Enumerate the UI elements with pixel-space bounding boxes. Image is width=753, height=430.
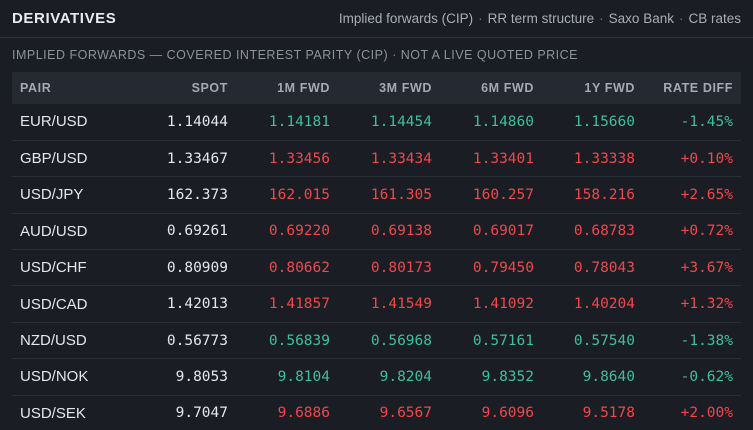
spot-cell: 1.14044 — [166, 113, 228, 130]
table-row[interactable]: USD/NOK 9.8053 9.8104 9.8204 9.8352 9.8640 -0.… — [12, 359, 741, 396]
tab-saxo-bank[interactable]: Saxo Bank — [608, 11, 674, 26]
fwd-1y-cell: 0.78043 — [573, 259, 635, 276]
spot-cell: 0.80909 — [166, 259, 228, 276]
fwd-1m-cell: 9.8104 — [277, 368, 330, 385]
pair-cell: AUD/USD — [20, 222, 88, 240]
column-header-spot[interactable]: SPOT — [191, 81, 228, 95]
rate-diff-cell: -0.62% — [680, 368, 733, 385]
tab-implied-forwards[interactable]: Implied forwards (CIP) — [338, 11, 474, 26]
rate-diff-cell: +0.72% — [680, 223, 733, 240]
spot-cell: 162.373 — [166, 186, 228, 203]
fwd-3m-cell: 9.6567 — [379, 405, 432, 422]
fwd-6m-cell: 9.6096 — [481, 405, 534, 422]
fwd-1m-cell: 1.33456 — [268, 150, 330, 167]
fwd-1m-cell: 9.6886 — [277, 405, 330, 422]
table-row[interactable]: USD/CHF 0.80909 0.80662 0.80173 0.79450 0.780… — [12, 250, 741, 286]
fwd-1m-cell: 162.015 — [268, 186, 330, 203]
fwd-6m-cell: 0.69017 — [472, 223, 534, 240]
pair-cell: EUR/USD — [20, 113, 88, 131]
fwd-3m-cell: 1.14454 — [370, 113, 432, 130]
fwd-6m-cell: 1.33401 — [472, 150, 534, 167]
column-header-6m-fwd[interactable]: 6M FWD — [481, 81, 534, 95]
pair-cell: USD/SEK — [20, 404, 86, 422]
fwd-3m-cell: 0.56968 — [370, 332, 432, 349]
fwd-6m-cell: 9.8352 — [481, 368, 534, 385]
table-row[interactable]: EUR/USD 1.14044 1.14181 1.14454 1.14860 1.156… — [12, 104, 741, 141]
fwd-3m-cell: 0.80173 — [370, 259, 432, 276]
rate-diff-cell: -1.45% — [680, 113, 733, 130]
fwd-3m-cell: 0.69138 — [370, 223, 432, 240]
table-row[interactable]: NZD/USD 0.56773 0.56839 0.56968 0.57161 0.575… — [12, 322, 741, 359]
panel-title: DERIVATIVES — [12, 10, 117, 27]
table-header-row: PAIR SPOT 1M FWD 3M FWD 6M FWD 1Y FWD RA… — [12, 72, 741, 104]
fwd-6m-cell: 0.57161 — [472, 332, 534, 349]
fwd-1m-cell: 0.69220 — [268, 223, 330, 240]
forwards-table: PAIR SPOT 1M FWD 3M FWD 6M FWD 1Y FWD RA… — [12, 72, 741, 430]
tab-separator: · — [678, 11, 684, 26]
fwd-1y-cell: 1.33338 — [573, 150, 635, 167]
fwd-1y-cell: 158.216 — [573, 186, 635, 203]
column-header-3m-fwd[interactable]: 3M FWD — [379, 81, 432, 95]
fwd-1y-cell: 1.15660 — [573, 113, 635, 130]
table-row[interactable]: AUD/USD 0.69261 0.69220 0.69138 0.69017 0.687… — [12, 213, 741, 250]
tab-separator: · — [599, 11, 604, 26]
rate-diff-cell: +0.10% — [680, 150, 733, 167]
spot-cell: 1.42013 — [166, 296, 228, 313]
fwd-3m-cell: 9.8204 — [379, 368, 432, 385]
fwd-1m-cell: 0.80662 — [268, 259, 330, 276]
rate-diff-cell: -1.38% — [680, 332, 733, 349]
fwd-1m-cell: 1.14181 — [268, 113, 330, 130]
fwd-3m-cell: 161.305 — [370, 186, 432, 203]
pair-cell: USD/CAD — [20, 295, 88, 313]
fwd-1y-cell: 0.57540 — [573, 332, 635, 349]
pair-cell: NZD/USD — [20, 332, 87, 350]
table-row[interactable]: USD/SEK 9.7047 9.6886 9.6567 9.6096 9.5178 +2.… — [12, 395, 741, 430]
fwd-1m-cell: 1.41857 — [268, 296, 330, 313]
spot-cell: 9.8053 — [175, 368, 228, 385]
column-header-pair[interactable]: PAIR — [20, 81, 52, 95]
spot-cell: 9.7047 — [175, 405, 228, 422]
tab-cb-rates[interactable]: CB rates — [688, 11, 741, 26]
table-subtitle: IMPLIED FORWARDS — COVERED INTEREST PARI… — [12, 48, 579, 62]
fwd-6m-cell: 0.79450 — [472, 259, 534, 276]
fwd-3m-cell: 1.33434 — [370, 150, 432, 167]
spot-cell: 0.69261 — [166, 223, 228, 240]
column-header-rate-diff[interactable]: RATE DIFF — [663, 81, 733, 95]
spot-cell: 1.33467 — [166, 150, 228, 167]
pair-cell: GBP/USD — [20, 150, 88, 168]
column-header-1m-fwd[interactable]: 1M FWD — [277, 81, 330, 95]
rate-diff-cell: +1.32% — [680, 296, 733, 313]
pair-cell: USD/JPY — [20, 186, 84, 204]
view-tabs: Implied forwards (CIP) · RR term structu… — [339, 11, 741, 26]
fwd-1m-cell: 0.56839 — [268, 332, 330, 349]
fwd-1y-cell: 9.5178 — [582, 405, 635, 422]
fwd-6m-cell: 1.41092 — [472, 296, 534, 313]
rate-diff-cell: +2.65% — [680, 186, 733, 203]
fwd-3m-cell: 1.41549 — [370, 296, 432, 313]
panel-header: DERIVATIVES Implied forwards (CIP) · RR … — [0, 0, 753, 38]
table-row[interactable]: USD/JPY 162.373 162.015 161.305 160.257 158.2… — [12, 177, 741, 214]
fwd-6m-cell: 1.14860 — [472, 113, 534, 130]
table-row[interactable]: GBP/USD 1.33467 1.33456 1.33434 1.33401 1.333… — [12, 140, 741, 177]
fwd-1y-cell: 1.40204 — [573, 296, 635, 313]
fwd-1y-cell: 0.68783 — [573, 223, 635, 240]
table-row[interactable]: USD/CAD 1.42013 1.41857 1.41549 1.41092 1.402… — [12, 286, 741, 323]
tab-separator: · — [478, 11, 483, 26]
tab-rr-term-structure[interactable]: RR term structure — [487, 11, 595, 26]
fwd-6m-cell: 160.257 — [472, 186, 534, 203]
rate-diff-cell: +2.00% — [680, 405, 733, 422]
pair-cell: USD/CHF — [20, 259, 87, 277]
spot-cell: 0.56773 — [166, 332, 228, 349]
fwd-1y-cell: 9.8640 — [582, 368, 635, 385]
pair-cell: USD/NOK — [20, 368, 89, 386]
rate-diff-cell: +3.67% — [680, 259, 733, 276]
column-header-1y-fwd[interactable]: 1Y FWD — [584, 81, 635, 95]
